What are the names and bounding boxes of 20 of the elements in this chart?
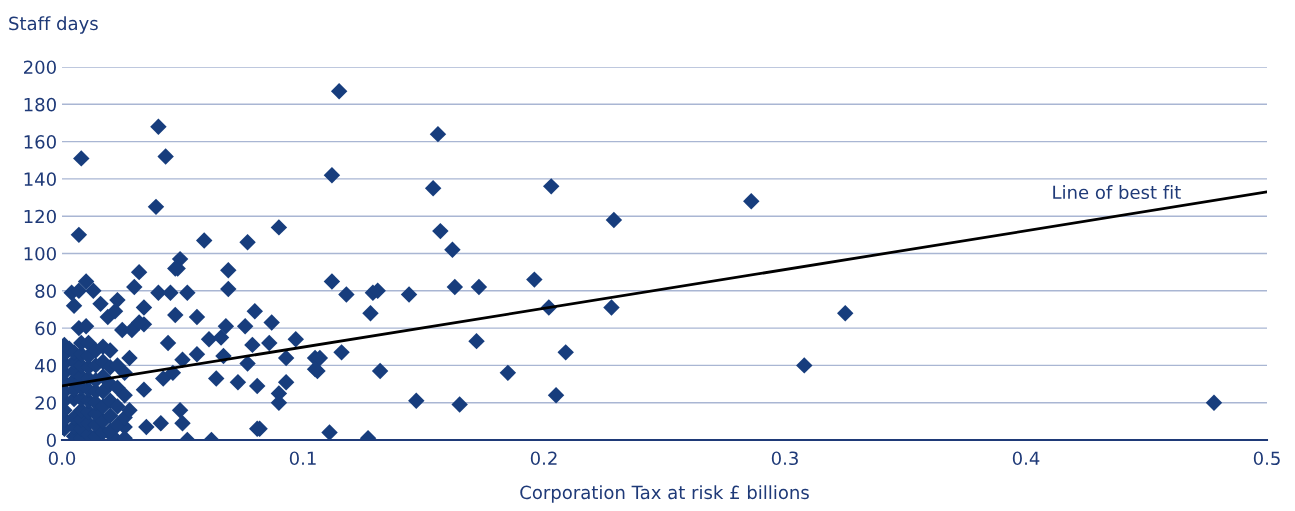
y-tick-label: 100 — [24, 246, 56, 261]
x-tick-label: 0.2 — [530, 451, 557, 466]
x-tick-label: 0.3 — [771, 451, 798, 466]
y-tick-label: 40 — [35, 358, 56, 373]
y-tick-label: 180 — [24, 97, 56, 112]
y-axis-title: Staff days — [9, 16, 98, 34]
y-tick-label: 20 — [35, 396, 56, 410]
y-tick-label: 80 — [35, 284, 56, 298]
x-axis-title: Corporation Tax at risk £ billions — [520, 485, 809, 503]
y-tick-label: 60 — [35, 321, 56, 336]
x-tick-label: 0.1 — [289, 451, 316, 466]
y-tick-label: 0 — [46, 433, 56, 448]
y-tick-label: 200 — [24, 60, 56, 75]
annotation: Line of best fit — [1053, 185, 1181, 200]
x-tick-label: 0.4 — [1012, 451, 1040, 466]
y-tick-label: 140 — [24, 172, 56, 187]
x-tick-label: 0.0 — [48, 451, 76, 466]
y-tick-label: 160 — [24, 135, 56, 149]
x-tick-label: 0.5 — [1253, 451, 1280, 466]
y-tick-label: 120 — [24, 209, 56, 224]
